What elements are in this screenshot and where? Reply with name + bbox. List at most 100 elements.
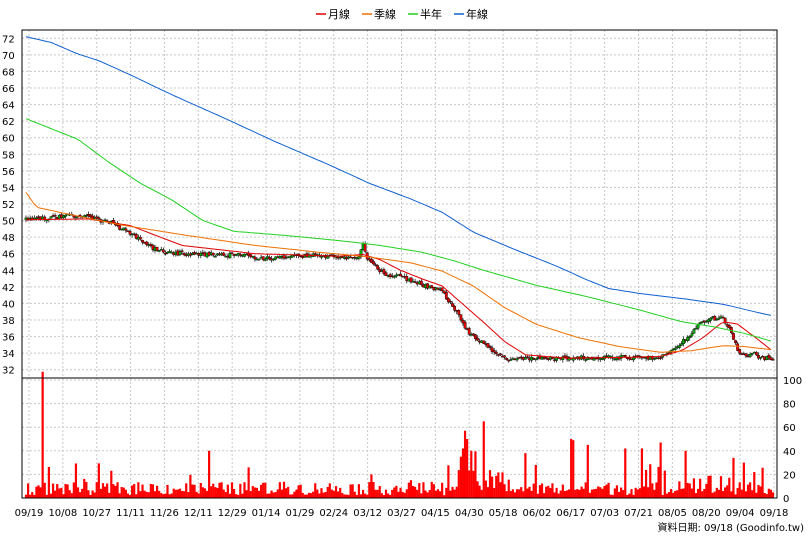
x-tick-label: 12/29 [218,508,247,519]
candle-body [161,249,165,253]
x-tick-label: 07/21 [624,508,653,519]
candle-body [715,318,719,321]
volume-bar [495,475,498,498]
volume-bar [557,493,560,498]
legend-item-1: 月線 [316,7,350,21]
volume-bar [255,487,259,498]
legend-item-3: 半年 [408,7,442,21]
volume-bar [37,485,40,498]
volume-bar [312,491,315,498]
volume-bar [657,466,660,498]
volume-bar [226,484,229,498]
volume-bar [674,490,677,498]
candle-body [727,324,731,329]
volume-bar [653,489,656,498]
candle-body [409,277,413,283]
volume-bar [85,481,88,498]
volume-bar [230,482,234,498]
volume-bar [672,492,675,498]
volume-bar [578,489,581,498]
ma-year-line [25,36,772,316]
volume-bar [99,488,103,498]
candle-body [534,358,538,360]
volume-bar [536,493,539,498]
volume-bar [705,483,708,498]
candle-body [688,336,692,338]
volume-bar [316,489,319,498]
volume-bar [445,487,448,498]
volume-bar [326,486,329,498]
candle-body [372,261,375,265]
volume-bar [79,492,82,498]
candle-body [474,334,477,340]
candle-body [62,215,65,219]
volume-bar [434,490,438,498]
candle-body [382,269,386,274]
volume-bar [574,489,577,498]
volume-bar [334,486,338,498]
price-tick-label: 34 [2,349,15,360]
volume-bar [497,472,500,498]
volume-bar [403,492,406,498]
volume-bar [199,482,202,498]
volume-bar [624,448,627,498]
volume-bar [740,489,743,498]
candle-body [326,256,330,259]
volume-bar [212,483,215,498]
volume-bar [141,484,144,498]
volume-bar [734,494,737,498]
volume-bar [451,486,454,498]
volume-bar [135,494,138,498]
candle-body [124,228,128,231]
candle-body [494,351,498,354]
x-tick-label: 08/20 [692,508,721,519]
candle-body [544,357,548,359]
volume-bar [195,491,198,498]
volume-bar [332,490,336,498]
volume-bar [139,491,142,498]
volume-bar [765,494,768,498]
candle-body [771,359,775,361]
candle-body [492,350,496,353]
volume-bar [721,491,725,498]
candle-body [370,258,373,263]
candle-body [761,355,764,358]
candle-body [134,233,138,239]
x-tick-label: 09/18 [760,508,789,519]
candle-body [503,355,506,358]
volume-bar [547,485,550,498]
volume-bar [160,493,163,498]
volume-bar [719,476,723,498]
volume-bar [384,489,388,498]
volume-bar [699,478,702,498]
candle-body [757,355,760,359]
volume-bar [682,488,685,498]
candle-body [253,256,257,260]
price-tick-label: 54 [2,183,15,194]
volume-bar [724,487,727,498]
volume-bar [572,440,575,498]
volume-bar [137,482,140,498]
volume-bar [185,483,188,498]
volume-bar [210,486,213,498]
volume-bar [87,490,90,498]
volume-bar [289,494,292,498]
volume-bar [501,472,504,498]
volume-bar [303,494,306,498]
volume-bar [493,487,496,498]
volume-bar [193,484,196,498]
volume-bar [218,482,221,498]
volume-bar [260,484,263,498]
volume-bar [474,451,477,498]
candle-body [261,256,265,261]
volume-bar [709,475,712,498]
candle-body [696,324,700,329]
volume-bar [397,491,400,498]
volume-bar [278,482,281,498]
volume-bar [343,494,346,498]
volume-bar [597,486,600,498]
candle-body [430,285,434,288]
footer-date: 資料日期: 09/18 (Goodinfo.tw) [657,521,804,534]
volume-bar [488,470,492,498]
legend-label: 季線 [374,7,396,21]
